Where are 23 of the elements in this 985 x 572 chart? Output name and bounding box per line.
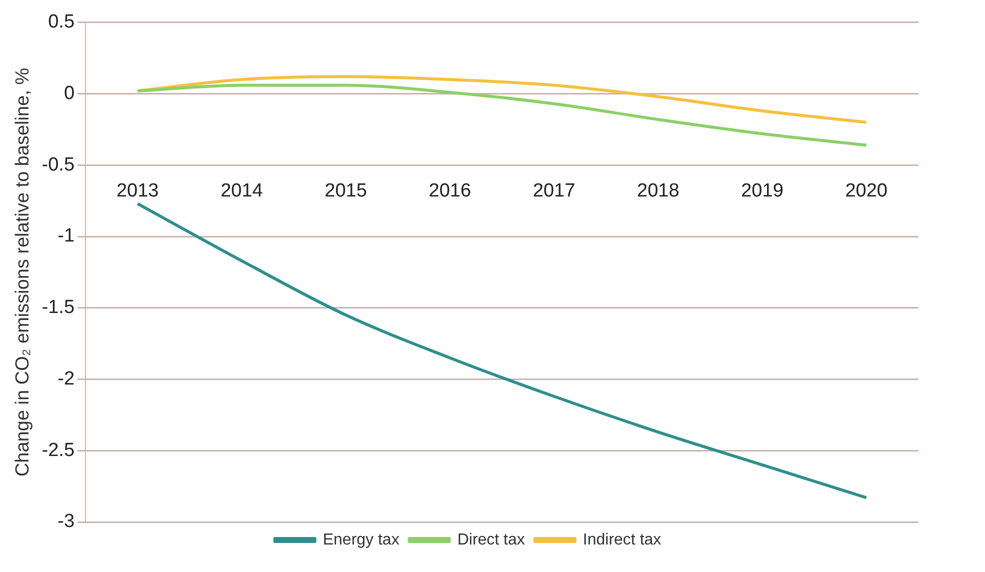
- x-tick-label: 2013: [116, 180, 159, 202]
- x-tick-label: 2020: [845, 180, 888, 202]
- line-series: [136, 202, 868, 500]
- y-tick-label: -1: [58, 226, 75, 247]
- y-tick-label: 0: [64, 83, 75, 104]
- x-tick-label: 2019: [741, 180, 784, 202]
- x-tick-label: 2017: [532, 180, 576, 202]
- y-tick-label: 0.5: [48, 12, 75, 33]
- y-tick-label: -3: [58, 511, 75, 532]
- y-tick-label: -2.5: [42, 440, 75, 461]
- line-series: [136, 84, 868, 147]
- x-tick-label: 2014: [220, 180, 264, 202]
- line-series: [136, 75, 868, 124]
- y-axis-title: Change in CO₂ emissions relative to baseline, %: [12, 68, 34, 477]
- legend-label: Indirect tax: [582, 531, 662, 548]
- x-tick-label: 2015: [324, 180, 367, 202]
- legend-label: Energy tax: [322, 531, 400, 548]
- y-tick-label: -1.5: [42, 297, 75, 318]
- x-tick-label: 2018: [637, 180, 680, 202]
- y-tick-label: -2: [58, 368, 75, 390]
- legend-label: Direct tax: [457, 531, 525, 548]
- y-tick-label: -0.5: [42, 154, 75, 176]
- x-tick-label: 2016: [428, 180, 472, 202]
